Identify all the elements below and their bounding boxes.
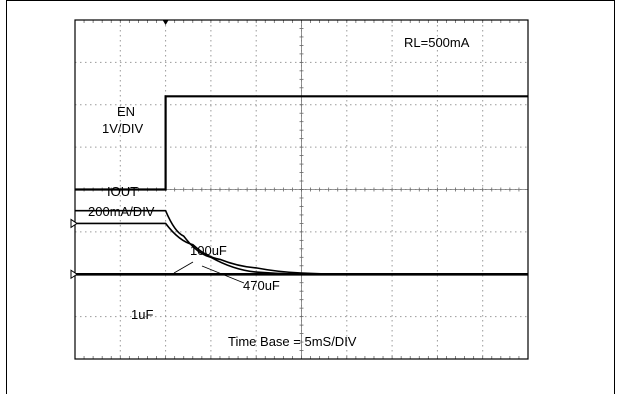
traces	[75, 95, 528, 284]
cap-1uf-label: 1uF	[131, 307, 153, 322]
iout-name-label: IOUT	[107, 184, 138, 199]
ch-marker-ground	[70, 269, 78, 280]
figure-frame	[6, 0, 615, 394]
trace-en	[75, 95, 528, 191]
cap-100uf-label: 100uF	[190, 243, 227, 258]
arrow-100uf	[173, 261, 194, 274]
cap-470uf-label: 470uF	[243, 278, 280, 293]
trigger-marker	[162, 20, 169, 25]
time-base-label: Time Base = 5mS/DIV	[228, 334, 357, 349]
iout-scale-label: 200mA/DIV	[88, 204, 155, 219]
en-scale-label: 1V/DIV	[102, 121, 144, 136]
arrow-470uf	[201, 265, 245, 284]
ch-marker-iout	[70, 218, 78, 229]
en-name-label: EN	[117, 104, 135, 119]
load-label: RL=500mA	[404, 35, 470, 50]
channel-markers	[70, 20, 169, 280]
